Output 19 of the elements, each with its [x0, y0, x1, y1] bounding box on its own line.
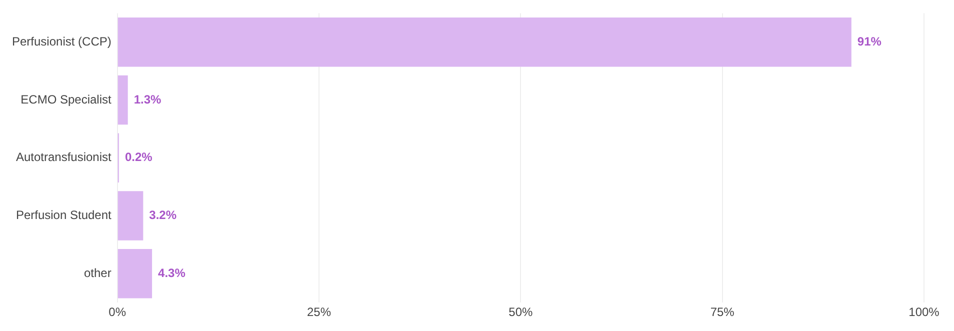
data-label: 4.3%	[158, 266, 186, 280]
y-tick-label: Perfusion Student	[16, 208, 112, 222]
x-tick-label: 75%	[710, 305, 735, 320]
data-label: 0.2%	[124, 150, 153, 164]
x-tick-label: 0%	[108, 305, 126, 320]
y-tick-label: other	[84, 266, 112, 280]
x-tick-label: 100%	[908, 305, 940, 320]
data-label: 91%	[857, 34, 882, 48]
y-tick-label: Autotransfusionist	[16, 150, 112, 164]
data-label: 1.3%	[134, 92, 162, 106]
bar	[118, 191, 144, 240]
data-label: 3.2%	[149, 208, 177, 222]
y-tick-label: ECMO Specialist	[20, 92, 112, 106]
x-tick-label: 25%	[307, 305, 332, 320]
bar	[118, 249, 152, 298]
bar	[118, 75, 128, 125]
bar	[118, 18, 852, 67]
x-tick-label: 50%	[508, 305, 534, 320]
y-tick-label: Perfusionist (CCP)	[12, 34, 112, 48]
